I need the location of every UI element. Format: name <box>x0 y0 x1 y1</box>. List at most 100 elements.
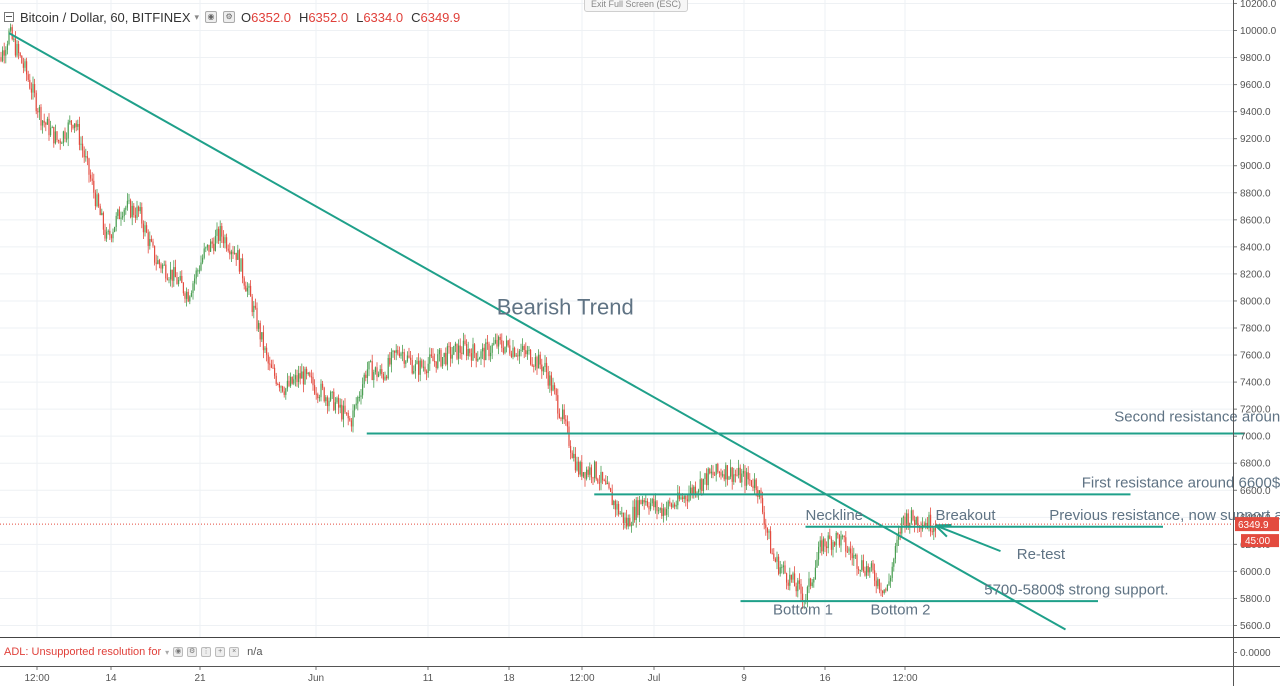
candle-body <box>58 140 60 142</box>
candle-body <box>872 563 874 571</box>
candle-body <box>478 358 480 360</box>
candle-body <box>400 353 402 357</box>
candle-body <box>626 517 628 527</box>
candle-body <box>912 510 914 520</box>
candle-body <box>363 374 365 385</box>
candle-body <box>386 376 388 379</box>
candle-body <box>557 395 559 414</box>
candle-body <box>909 522 911 528</box>
candle-body <box>802 593 804 602</box>
candle-body <box>350 420 352 427</box>
eye-icon[interactable]: ◉ <box>173 647 184 657</box>
candle-body <box>702 478 704 491</box>
candle-body <box>99 206 101 216</box>
candle-body <box>422 366 424 368</box>
candle-body <box>334 402 336 411</box>
candle-body <box>54 131 56 144</box>
candle-body <box>283 391 285 395</box>
candle-body <box>122 216 124 218</box>
candle-body <box>61 142 63 144</box>
candle-body <box>499 336 501 341</box>
candle-body <box>627 517 629 527</box>
candle-body <box>562 409 564 420</box>
candle-body <box>205 247 207 249</box>
candle-body <box>282 386 284 392</box>
candle-body <box>144 225 146 233</box>
candle-body <box>355 403 357 406</box>
re-test-arrow <box>935 524 1001 553</box>
candle-body <box>131 205 133 218</box>
candle-body <box>642 500 644 504</box>
candle-body <box>694 486 696 496</box>
candle-body <box>474 344 476 354</box>
candle-body <box>70 120 72 126</box>
candle-body <box>573 453 575 459</box>
candle-body <box>496 339 498 347</box>
chevron-down-icon[interactable]: ▾ <box>165 647 170 657</box>
candle-body <box>397 349 399 354</box>
candle-body <box>411 360 413 374</box>
candle-body <box>616 503 618 510</box>
candle-body <box>688 493 690 502</box>
candle-body <box>814 567 816 580</box>
candle-body <box>886 584 888 591</box>
candle-body <box>378 373 380 377</box>
add-icon[interactable]: + <box>215 647 226 657</box>
candle-body <box>434 361 436 363</box>
candle-body <box>522 346 524 350</box>
candle-body <box>698 489 700 493</box>
candle-body <box>202 257 204 263</box>
candle-body <box>800 583 802 594</box>
candle-body <box>806 586 808 600</box>
settings-icon[interactable]: ⚙ <box>187 647 198 657</box>
candle-body <box>435 361 437 369</box>
exit-fullscreen-hint[interactable]: Exit Full Screen (ESC) <box>584 0 689 12</box>
candle-body <box>510 353 512 357</box>
candle-body <box>133 205 135 216</box>
candle-body <box>261 332 263 340</box>
candle-body <box>362 384 364 396</box>
candle-body <box>139 207 141 212</box>
candle-body <box>728 476 730 480</box>
candle-body <box>787 582 789 586</box>
candle-body <box>461 352 463 354</box>
candle-body <box>699 479 701 490</box>
candle-body <box>424 366 426 372</box>
candle-body <box>854 555 856 557</box>
candle-body <box>906 513 908 527</box>
candle-body <box>910 510 912 523</box>
candle-body <box>752 485 754 489</box>
candle-body <box>227 248 229 251</box>
candle-body <box>528 349 530 351</box>
candle-body <box>67 122 69 139</box>
chevron-down-icon[interactable]: ▾ <box>194 11 200 22</box>
candle-body <box>352 410 354 427</box>
candle-body <box>19 53 21 56</box>
candle-body <box>878 579 880 590</box>
candle-body <box>430 354 432 357</box>
candle-body <box>701 479 703 491</box>
countdown-tag <box>1241 534 1279 548</box>
candle-body <box>475 353 477 361</box>
candle-body <box>253 305 255 313</box>
candle-body <box>317 394 319 399</box>
more-icon[interactable]: ⋮ <box>201 647 212 657</box>
candle-body <box>389 357 391 365</box>
candle-body <box>480 351 482 359</box>
candle-body <box>80 143 82 145</box>
candle-body <box>651 498 653 504</box>
candle-body <box>190 293 192 297</box>
candle-body <box>88 158 90 175</box>
candle-body <box>365 374 367 378</box>
settings-icon[interactable]: ⚙ <box>223 11 236 23</box>
candle-body <box>221 226 223 237</box>
annotation-text: Neckline <box>806 507 864 524</box>
candle-body <box>933 528 935 533</box>
collapse-legend-icon[interactable] <box>4 12 14 22</box>
candle-body <box>638 500 640 516</box>
close-icon[interactable]: × <box>229 647 240 657</box>
candle-body <box>838 534 840 546</box>
eye-icon[interactable]: ◉ <box>205 11 218 23</box>
candle-body <box>277 383 279 385</box>
